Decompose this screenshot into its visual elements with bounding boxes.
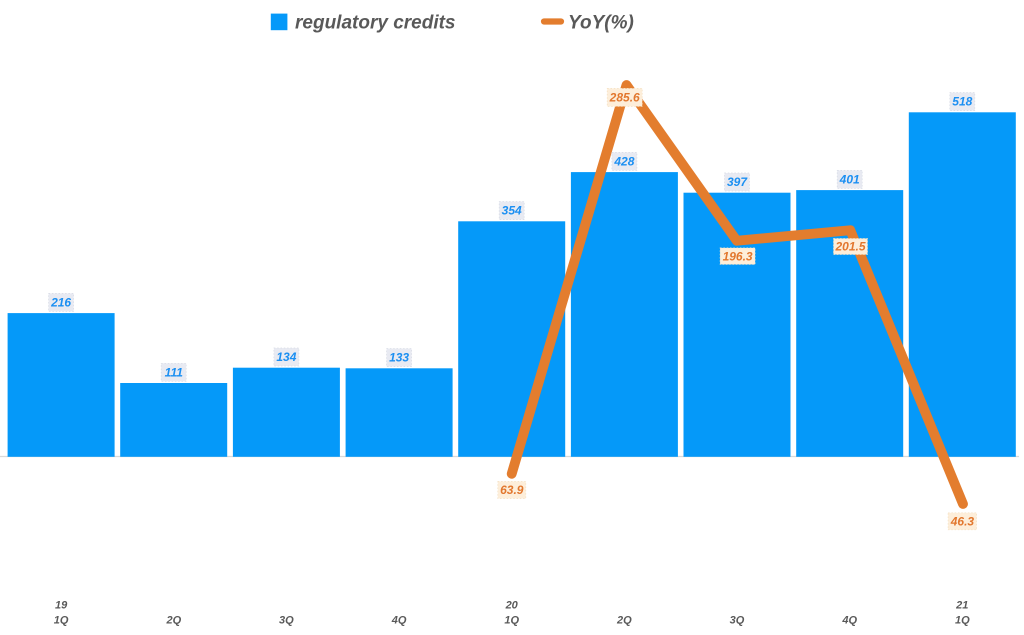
svg-text:YoY(%): YoY(%)	[568, 13, 634, 34]
svg-text:3Q: 3Q	[279, 615, 294, 627]
svg-text:3Q: 3Q	[730, 615, 745, 627]
svg-text:397: 397	[727, 175, 748, 189]
svg-text:20: 20	[505, 600, 519, 612]
svg-text:1Q: 1Q	[504, 615, 519, 627]
svg-text:63.9: 63.9	[500, 483, 524, 497]
svg-text:401: 401	[839, 172, 860, 186]
svg-text:regulatory credits: regulatory credits	[295, 13, 456, 34]
svg-text:134: 134	[276, 350, 296, 364]
svg-text:285.6: 285.6	[609, 91, 640, 105]
svg-text:4Q: 4Q	[841, 615, 857, 627]
svg-text:216: 216	[50, 295, 71, 309]
svg-text:354: 354	[502, 204, 522, 218]
svg-text:2Q: 2Q	[165, 615, 181, 627]
svg-text:2Q: 2Q	[616, 615, 632, 627]
svg-text:111: 111	[165, 365, 184, 379]
svg-text:133: 133	[389, 351, 409, 365]
svg-text:1Q: 1Q	[955, 615, 970, 627]
svg-text:4Q: 4Q	[391, 615, 407, 627]
svg-text:518: 518	[952, 95, 972, 109]
svg-text:21: 21	[955, 600, 968, 612]
svg-text:19: 19	[55, 600, 68, 612]
svg-text:46.3: 46.3	[950, 515, 975, 529]
svg-text:428: 428	[613, 154, 634, 168]
svg-text:1Q: 1Q	[54, 615, 69, 627]
svg-text:196.3: 196.3	[723, 249, 753, 263]
svg-text:201.5: 201.5	[834, 240, 865, 254]
